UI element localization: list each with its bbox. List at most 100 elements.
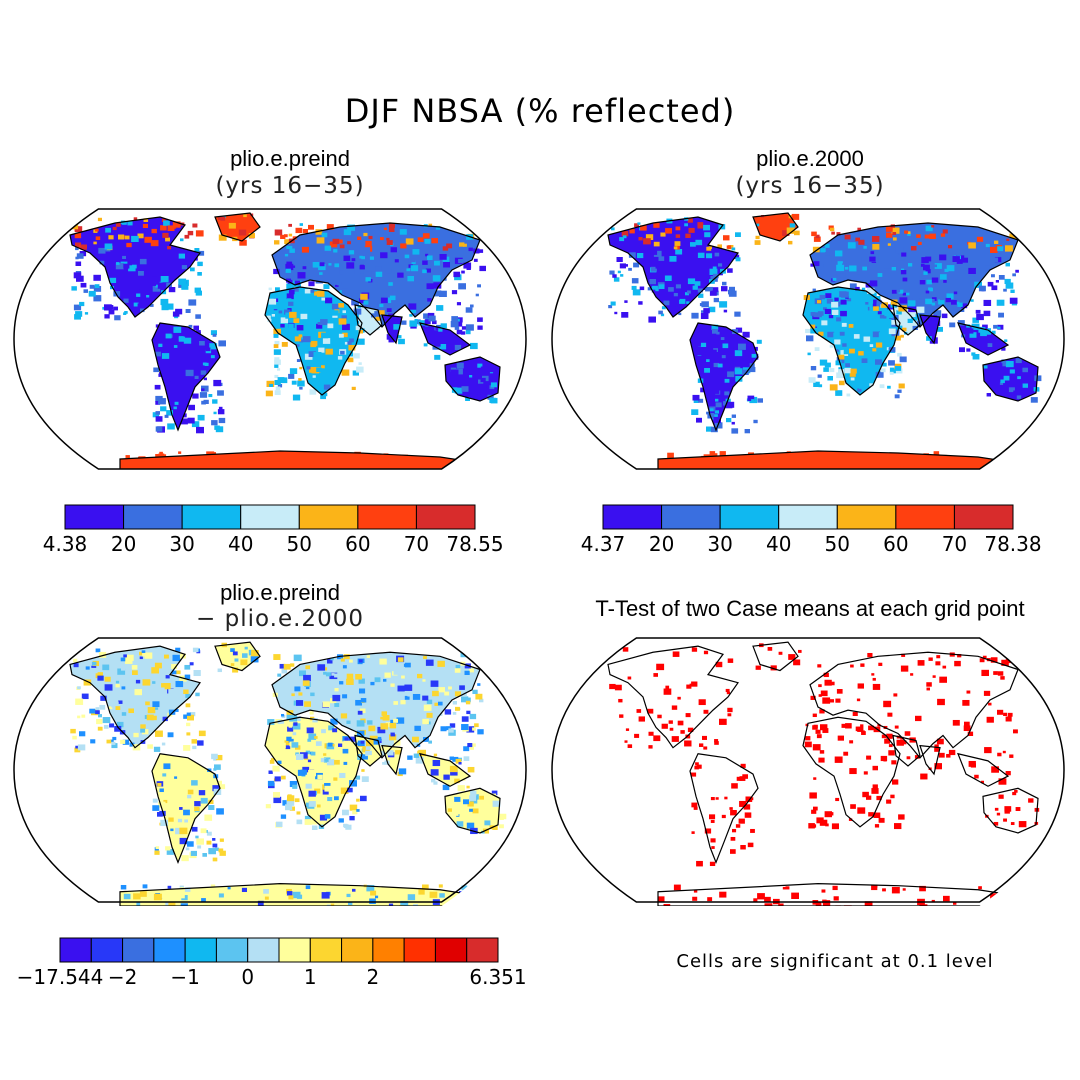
- grid-cell: [1023, 362, 1027, 366]
- grid-cell: [125, 455, 130, 459]
- grid-cell: [980, 780, 984, 784]
- grid-cell: [160, 276, 169, 283]
- grid-cell: [450, 369, 459, 376]
- grid-cell: [366, 655, 371, 658]
- grid-cell: [407, 894, 416, 901]
- grid-cell: [1013, 729, 1018, 734]
- grid-cell: [903, 249, 909, 254]
- grid-cell: [638, 237, 643, 241]
- grid-cell: [794, 230, 800, 236]
- grid-cell: [941, 313, 948, 319]
- grid-cell: [691, 772, 697, 777]
- grid-cell: [888, 328, 896, 335]
- grid-cell: [703, 224, 710, 231]
- grid-cell: [404, 695, 410, 700]
- grid-cell: [653, 222, 660, 228]
- grid-cell: [203, 470, 207, 473]
- grid-cell: [896, 310, 902, 315]
- grid-cell: [430, 332, 435, 337]
- grid-cell: [438, 328, 443, 332]
- grid-cell: [185, 369, 194, 377]
- grid-cell: [299, 752, 308, 759]
- grid-cell: [95, 707, 100, 711]
- grid-cell: [115, 683, 120, 688]
- grid-cell: [132, 670, 138, 676]
- grid-cell: [460, 652, 467, 658]
- grid-cell: [703, 650, 709, 655]
- grid-cell: [901, 653, 906, 657]
- grid-cell: [289, 806, 295, 811]
- grid-cell: [995, 280, 999, 283]
- grid-cell: [1005, 659, 1011, 664]
- map-frame: [13, 208, 527, 470]
- grid-cell: [330, 718, 338, 725]
- grid-cell: [1004, 806, 1012, 812]
- grid-cell: [332, 728, 338, 733]
- grid-cell: [139, 656, 143, 660]
- grid-cell: [213, 757, 217, 761]
- grid-cell: [824, 243, 830, 248]
- grid-cell: [139, 891, 147, 897]
- grid-cell: [332, 238, 340, 245]
- grid-cell: [75, 698, 84, 705]
- grid-cell: [701, 264, 705, 268]
- grid-cell: [477, 683, 481, 686]
- grid-cell: [146, 714, 154, 721]
- grid-cell: [333, 279, 340, 285]
- colorbar-bin: [719, 504, 780, 530]
- land-antarctica: [658, 883, 1018, 906]
- grid-cell: [397, 657, 404, 662]
- coastline-africa: [264, 286, 363, 396]
- grid-cell: [302, 766, 310, 773]
- grid-cell: [882, 888, 886, 892]
- grid-cell: [810, 366, 817, 371]
- grid-cell: [832, 277, 837, 281]
- grid-cell: [400, 900, 409, 906]
- grid-cell: [189, 662, 194, 666]
- grid-cell: [366, 884, 375, 892]
- grid-cell: [138, 271, 144, 276]
- grid-cell: [774, 461, 782, 468]
- grid-cell: [355, 699, 362, 706]
- grid-cell: [655, 262, 664, 269]
- grid-cell: [1012, 791, 1017, 796]
- grid-cell: [753, 898, 758, 902]
- grid-cell: [218, 893, 224, 898]
- grid-cell: [822, 697, 831, 704]
- grid-cell: [308, 769, 316, 777]
- grid-cell: [990, 657, 998, 663]
- grid-cell: [374, 311, 382, 317]
- grid-cell: [1022, 383, 1028, 388]
- coastline-antarctica: [657, 450, 1019, 469]
- grid-cell: [173, 345, 178, 348]
- grid-cell: [827, 331, 835, 338]
- grid-cell: [889, 371, 894, 375]
- grid-cell: [206, 347, 211, 352]
- grid-cell: [451, 290, 458, 295]
- grid-cell: [394, 731, 399, 735]
- grid-cell: [756, 339, 762, 344]
- grid-cell: [714, 390, 720, 394]
- grid-cell: [195, 314, 201, 319]
- grid-cell: [951, 300, 957, 305]
- grid-cell: [310, 289, 315, 293]
- grid-cell: [348, 250, 355, 255]
- grid-cell: [427, 298, 432, 302]
- grid-cell: [313, 352, 322, 359]
- colorbar-bin: [357, 504, 417, 530]
- grid-cell: [687, 278, 696, 285]
- grid-cell: [813, 312, 820, 318]
- grid-cell: [996, 391, 1003, 396]
- grid-cell: [658, 896, 665, 902]
- grid-cell: [178, 451, 182, 454]
- grid-cell: [151, 667, 159, 674]
- grid-cell: [465, 697, 471, 703]
- grid-cell: [273, 792, 280, 798]
- grid-cell: [835, 797, 840, 802]
- grid-cell: [823, 264, 827, 267]
- grid-cell: [322, 252, 326, 256]
- grid-cell: [828, 314, 834, 319]
- grid-cell: [277, 331, 281, 334]
- grid-cell: [439, 344, 447, 350]
- grid-cell: [270, 758, 275, 761]
